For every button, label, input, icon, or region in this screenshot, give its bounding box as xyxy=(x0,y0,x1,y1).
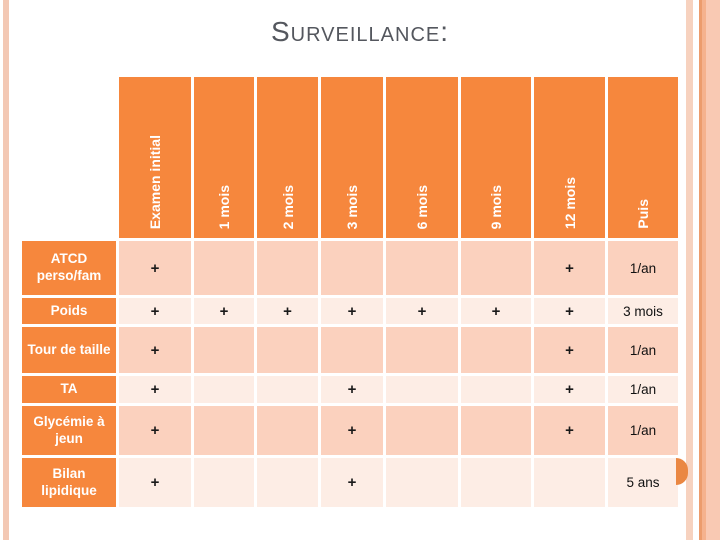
table-cell: + xyxy=(119,406,191,455)
left-border-stripe xyxy=(3,0,9,540)
table-cell xyxy=(257,458,318,507)
table-cell xyxy=(194,327,254,373)
column-header-3-mois: 3 mois xyxy=(321,77,383,238)
column-header-1-mois: 1 mois xyxy=(194,77,254,238)
table-cell xyxy=(386,458,458,507)
table-cell-frequency: 3 mois xyxy=(608,298,678,324)
table-cell: + xyxy=(321,376,383,403)
column-header-label: 6 mois xyxy=(414,184,430,229)
table-cell: + xyxy=(534,406,605,455)
slide-title: Surveillance: xyxy=(270,16,450,47)
right-border-inner-band xyxy=(702,0,706,540)
row-label-glycemie: Glycémie à jeun xyxy=(22,406,116,455)
table-cell xyxy=(534,458,605,507)
table-cell: + xyxy=(386,298,458,324)
table-cell xyxy=(194,406,254,455)
column-header-12-mois: 12 mois xyxy=(534,77,605,238)
table-cell: + xyxy=(321,406,383,455)
table-cell-frequency: 1/an xyxy=(608,406,678,455)
table-cell xyxy=(386,376,458,403)
table-cell xyxy=(461,327,531,373)
table-cell: + xyxy=(194,298,254,324)
table-cell xyxy=(194,376,254,403)
table-cell: + xyxy=(461,298,531,324)
table-cell: + xyxy=(534,376,605,403)
row-label-ta: TA xyxy=(22,376,116,403)
table-cell xyxy=(386,327,458,373)
right-border-stripe xyxy=(686,0,693,540)
table-cell xyxy=(461,406,531,455)
table-cell: + xyxy=(321,298,383,324)
table-cell-frequency: 1/an xyxy=(608,327,678,373)
table-cell xyxy=(257,241,318,295)
row-label-atcd: ATCD perso/fam xyxy=(22,241,116,295)
table-cell xyxy=(257,376,318,403)
table-cell-frequency: 1/an xyxy=(608,241,678,295)
column-header-label: 12 mois xyxy=(561,176,578,229)
column-header-2-mois: 2 mois xyxy=(257,77,318,238)
row-label-tour-de-taille: Tour de taille xyxy=(22,327,116,373)
column-header-label: Puis xyxy=(635,199,651,229)
column-header-9-mois: 9 mois xyxy=(461,77,531,238)
column-header-label: 9 mois xyxy=(488,184,504,229)
table-cell xyxy=(321,327,383,373)
table-cell xyxy=(257,327,318,373)
column-header-label: 3 mois xyxy=(344,184,360,229)
table-cell xyxy=(386,241,458,295)
table-cell: + xyxy=(257,298,318,324)
right-border-outer-band xyxy=(706,0,720,540)
table-cell xyxy=(386,406,458,455)
column-header-label: 1 mois xyxy=(216,184,232,229)
row-label-bilan-lipidique: Bilan lipidique xyxy=(22,458,116,507)
table-cell: + xyxy=(534,241,605,295)
column-header-puis: Puis xyxy=(608,77,678,238)
table-cell: + xyxy=(119,241,191,295)
side-accent-half-circle xyxy=(676,458,688,485)
table-cell-frequency: 5 ans xyxy=(608,458,678,507)
row-label-poids: Poids xyxy=(22,298,116,324)
column-header-examen-initial: Examen initial xyxy=(119,77,191,238)
table-cell xyxy=(461,376,531,403)
table-cell xyxy=(194,458,254,507)
table-cell: + xyxy=(534,298,605,324)
table-cell-frequency: 1/an xyxy=(608,376,678,403)
table-corner-cell xyxy=(22,77,116,238)
table-cell: + xyxy=(119,458,191,507)
table-cell xyxy=(194,241,254,295)
table-cell: + xyxy=(534,327,605,373)
table-cell: + xyxy=(119,376,191,403)
surveillance-table: Examen initial 1 mois 2 mois 3 mois 6 mo… xyxy=(22,77,678,507)
table-cell xyxy=(321,241,383,295)
column-header-6-mois: 6 mois xyxy=(386,77,458,238)
column-header-label: 2 mois xyxy=(279,184,296,229)
column-header-label: Examen initial xyxy=(147,134,163,229)
table-cell: + xyxy=(119,327,191,373)
table-cell xyxy=(461,241,531,295)
table-cell xyxy=(257,406,318,455)
table-cell: + xyxy=(321,458,383,507)
table-cell xyxy=(461,458,531,507)
table-cell: + xyxy=(119,298,191,324)
right-border-line xyxy=(699,0,702,540)
